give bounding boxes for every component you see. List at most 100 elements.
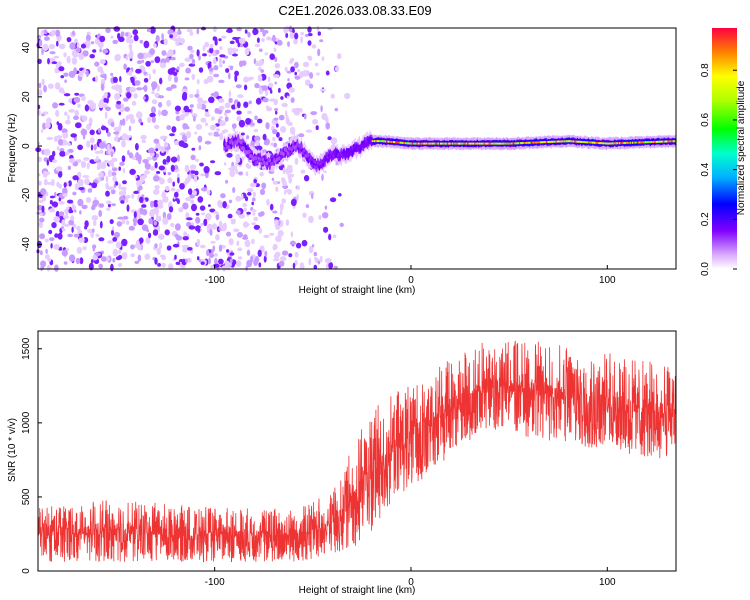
noise-speck (231, 165, 238, 171)
noise-speck (291, 128, 296, 135)
noise-speck (170, 187, 176, 192)
noise-speck (191, 58, 196, 65)
noise-speck (133, 190, 139, 194)
noise-speck (68, 180, 72, 187)
noise-speck (187, 247, 193, 251)
spectrogram-x-label: Height of straight line (km) (299, 285, 416, 296)
signal-core (576, 140, 579, 143)
noise-speck (243, 234, 248, 238)
signal-core (534, 141, 536, 144)
noise-speck (224, 260, 230, 267)
snr-y-tick-label: 1500 (21, 337, 32, 360)
noise-speck (327, 136, 332, 141)
noise-speck (196, 256, 200, 261)
signal-core (661, 140, 663, 143)
noise-speck (69, 158, 76, 164)
signal-core (645, 141, 647, 144)
noise-speck (80, 54, 85, 60)
snr-y-tick-label: 1000 (21, 411, 32, 434)
noise-speck (52, 102, 59, 109)
noise-speck (290, 66, 295, 73)
noise-speck (97, 162, 101, 167)
signal-core (441, 142, 443, 145)
noise-speck (120, 200, 125, 204)
noise-speck (274, 108, 279, 111)
noise-speck (80, 43, 87, 49)
noise-speck (243, 221, 249, 228)
noise-speck (149, 112, 156, 118)
noise-speck (296, 194, 299, 201)
snr-series (37, 340, 677, 563)
signal-core (541, 141, 543, 144)
snr-line (37, 340, 677, 563)
signal-segment (300, 145, 303, 150)
noise-speck (99, 48, 102, 53)
noise-speck (112, 76, 118, 83)
noise-speck (213, 73, 220, 78)
noise-speck (200, 261, 205, 265)
noise-speck (229, 252, 235, 256)
noise-speck (54, 233, 59, 238)
noise-speck (174, 105, 181, 112)
signal-segment (315, 165, 318, 170)
noise-speck (309, 83, 314, 89)
noise-speck (90, 259, 94, 264)
signal-core (666, 140, 668, 143)
noise-speck (154, 124, 160, 130)
noise-speck (288, 253, 293, 258)
noise-speck (278, 114, 285, 121)
noise-speck (99, 162, 107, 170)
signal-segment (307, 153, 310, 158)
noise-speck (92, 199, 100, 206)
noise-speck (154, 243, 158, 249)
noise-speck (179, 115, 185, 121)
noise-speck (172, 181, 175, 187)
signal-core (529, 141, 532, 144)
noise-speck (151, 84, 155, 91)
noise-speck (74, 92, 80, 96)
noise-speck (286, 95, 290, 100)
noise-speck (218, 116, 224, 120)
signal-core (609, 142, 612, 145)
signal-core (623, 142, 626, 144)
spectrogram-frame (37, 27, 677, 270)
signal-core (388, 140, 390, 143)
noise-speck (313, 251, 318, 257)
noise-speck (167, 68, 174, 75)
noise-speck (78, 233, 83, 238)
signal-core (511, 142, 514, 145)
signal-core (489, 142, 491, 145)
signal-core (473, 142, 475, 145)
noise-speck (71, 226, 74, 233)
noise-speck (78, 71, 84, 78)
noise-speck (284, 66, 288, 72)
noise-speck (212, 263, 220, 268)
noise-speck (305, 79, 311, 86)
noise-speck (127, 71, 131, 76)
noise-speck (301, 239, 308, 247)
noise-speck (313, 264, 318, 270)
noise-speck (317, 260, 321, 265)
noise-speck (118, 183, 122, 190)
signal-core (488, 142, 490, 145)
spectrogram-y-tick-label: 0 (21, 143, 32, 149)
noise-speck (43, 178, 48, 186)
signal-core (478, 142, 481, 145)
signal-core (494, 142, 496, 145)
noise-speck (80, 160, 87, 168)
signal-core (536, 141, 539, 144)
noise-speck (77, 144, 83, 151)
noise-speck (299, 264, 305, 270)
signal-segment (274, 160, 277, 165)
noise-speck (164, 141, 168, 148)
noise-speck (185, 258, 188, 263)
signal-core (402, 141, 404, 144)
signal-segment (367, 136, 370, 141)
signal-core (622, 142, 625, 144)
noise-speck (107, 203, 111, 208)
noise-speck (94, 61, 100, 67)
signal-segment (345, 152, 348, 157)
noise-speck (113, 26, 121, 32)
signal-segment (232, 142, 236, 147)
noise-speck (98, 171, 104, 178)
